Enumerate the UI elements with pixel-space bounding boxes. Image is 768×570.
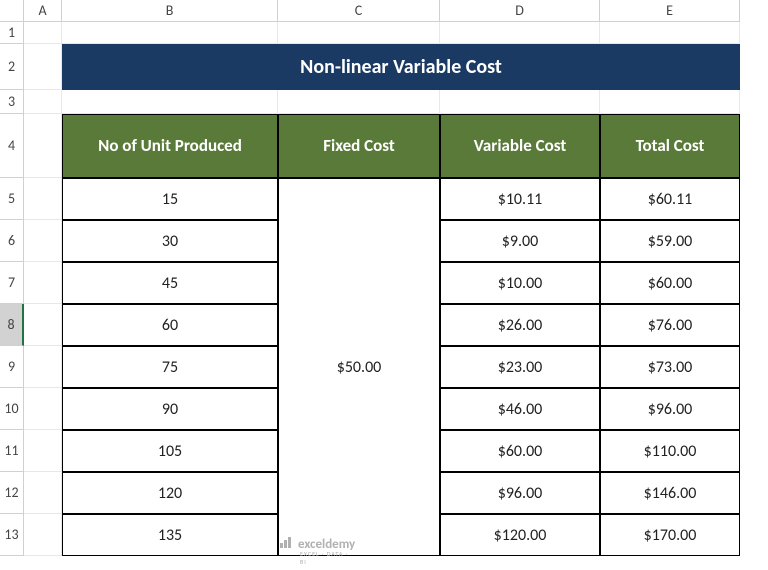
cell-D3[interactable] bbox=[440, 90, 600, 114]
cell-variable-6[interactable]: $9.00 bbox=[440, 220, 600, 262]
cell-fixed-merged[interactable]: $50.00 bbox=[278, 178, 440, 556]
row-header-1[interactable]: 1 bbox=[0, 22, 24, 44]
cell-variable-13[interactable]: $120.00 bbox=[440, 514, 600, 556]
cell-A5[interactable] bbox=[24, 178, 62, 220]
cell-total-5[interactable]: $60.11 bbox=[600, 178, 740, 220]
row-header-10[interactable]: 10 bbox=[0, 388, 24, 430]
cell-total-11[interactable]: $110.00 bbox=[600, 430, 740, 472]
cell-variable-12[interactable]: $96.00 bbox=[440, 472, 600, 514]
cell-variable-9[interactable]: $23.00 bbox=[440, 346, 600, 388]
row-header-4[interactable]: 4 bbox=[0, 114, 24, 178]
select-all-corner[interactable] bbox=[0, 0, 24, 22]
row-header-9[interactable]: 9 bbox=[0, 346, 24, 388]
row-header-12[interactable]: 12 bbox=[0, 472, 24, 514]
col-header-C[interactable]: C bbox=[278, 0, 440, 22]
cell-total-7[interactable]: $60.00 bbox=[600, 262, 740, 304]
header-units[interactable]: No of Unit Produced bbox=[62, 114, 278, 178]
cell-E3[interactable] bbox=[600, 90, 740, 114]
cell-A4[interactable] bbox=[24, 114, 62, 178]
cell-A7[interactable] bbox=[24, 262, 62, 304]
cell-variable-7[interactable]: $10.00 bbox=[440, 262, 600, 304]
cell-variable-10[interactable]: $46.00 bbox=[440, 388, 600, 430]
cell-total-12[interactable]: $146.00 bbox=[600, 472, 740, 514]
cell-A12[interactable] bbox=[24, 472, 62, 514]
cell-A10[interactable] bbox=[24, 388, 62, 430]
spreadsheet-grid: ABCDE 12 Non-linear Variable Cost 34 No of U… bbox=[0, 0, 740, 556]
col-header-E[interactable]: E bbox=[600, 0, 740, 22]
col-header-A[interactable]: A bbox=[24, 0, 62, 22]
cell-C3[interactable] bbox=[278, 90, 440, 114]
cell-A8[interactable] bbox=[24, 304, 62, 346]
cell-units-7[interactable]: 45 bbox=[62, 262, 278, 304]
cell-E1[interactable] bbox=[600, 22, 740, 44]
cell-units-9[interactable]: 75 bbox=[62, 346, 278, 388]
chart-icon bbox=[280, 536, 294, 552]
cell-B1[interactable] bbox=[62, 22, 278, 44]
cell-units-6[interactable]: 30 bbox=[62, 220, 278, 262]
cell-units-11[interactable]: 105 bbox=[62, 430, 278, 472]
row-header-6[interactable]: 6 bbox=[0, 220, 24, 262]
col-header-B[interactable]: B bbox=[62, 0, 278, 22]
cell-variable-5[interactable]: $10.11 bbox=[440, 178, 600, 220]
cell-A1[interactable] bbox=[24, 22, 62, 44]
cell-variable-11[interactable]: $60.00 bbox=[440, 430, 600, 472]
row-header-8[interactable]: 8 bbox=[0, 304, 24, 346]
header-total[interactable]: Total Cost bbox=[600, 114, 740, 178]
cell-units-5[interactable]: 15 bbox=[62, 178, 278, 220]
header-fixed[interactable]: Fixed Cost bbox=[278, 114, 440, 178]
row-header-11[interactable]: 11 bbox=[0, 430, 24, 472]
cell-A13[interactable] bbox=[24, 514, 62, 556]
header-variable[interactable]: Variable Cost bbox=[440, 114, 600, 178]
cell-A2[interactable] bbox=[24, 44, 62, 90]
cell-units-8[interactable]: 60 bbox=[62, 304, 278, 346]
cell-units-12[interactable]: 120 bbox=[62, 472, 278, 514]
row-header-7[interactable]: 7 bbox=[0, 262, 24, 304]
row-header-2[interactable]: 2 bbox=[0, 44, 24, 90]
row-header-13[interactable]: 13 bbox=[0, 514, 24, 556]
cell-units-10[interactable]: 90 bbox=[62, 388, 278, 430]
cell-A9[interactable] bbox=[24, 346, 62, 388]
cell-D1[interactable] bbox=[440, 22, 600, 44]
watermark-sub: EXCEL · DATA · BI bbox=[300, 550, 355, 566]
title-merged[interactable]: Non-linear Variable Cost bbox=[62, 44, 740, 90]
cell-total-6[interactable]: $59.00 bbox=[600, 220, 740, 262]
cell-units-13[interactable]: 135 bbox=[62, 514, 278, 556]
watermark-logo: exceldemy EXCEL · DATA · BI bbox=[280, 536, 355, 552]
cell-C1[interactable] bbox=[278, 22, 440, 44]
cell-A3[interactable] bbox=[24, 90, 62, 114]
cell-A11[interactable] bbox=[24, 430, 62, 472]
cell-A6[interactable] bbox=[24, 220, 62, 262]
cell-total-10[interactable]: $96.00 bbox=[600, 388, 740, 430]
cell-total-8[interactable]: $76.00 bbox=[600, 304, 740, 346]
row-header-5[interactable]: 5 bbox=[0, 178, 24, 220]
cell-total-9[interactable]: $73.00 bbox=[600, 346, 740, 388]
col-header-D[interactable]: D bbox=[440, 0, 600, 22]
cell-variable-8[interactable]: $26.00 bbox=[440, 304, 600, 346]
cell-total-13[interactable]: $170.00 bbox=[600, 514, 740, 556]
cell-B3[interactable] bbox=[62, 90, 278, 114]
row-header-3[interactable]: 3 bbox=[0, 90, 24, 114]
